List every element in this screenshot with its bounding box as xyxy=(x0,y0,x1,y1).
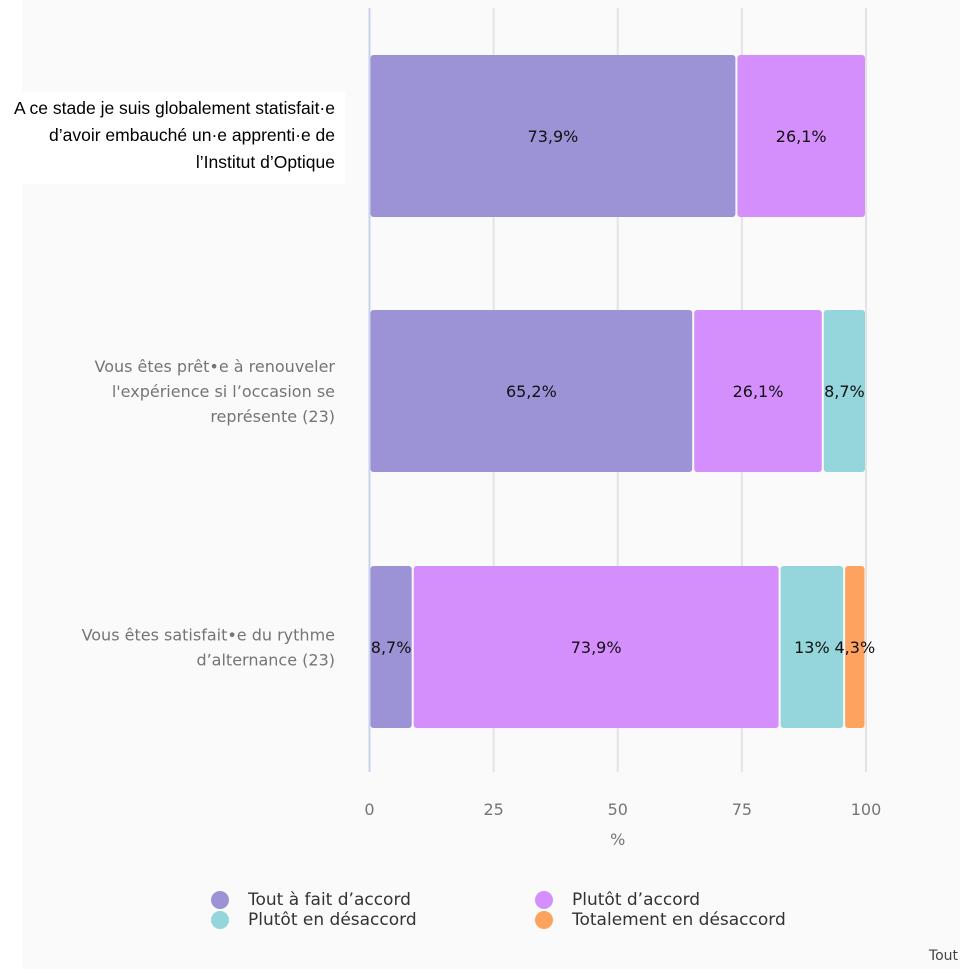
legend-item-plutot-desaccord: Plutôt en désaccord xyxy=(211,910,417,930)
legend-item-tout-a-fait: Tout à fait d’accord xyxy=(211,890,411,910)
x-tick-label: 25 xyxy=(483,800,503,819)
highlighted-category-label: A ce stade je suis globalement statisfai… xyxy=(8,92,345,184)
bar-segment xyxy=(780,566,844,728)
legend-item-plutot-accord: Plutôt d’accord xyxy=(535,890,700,910)
x-tick-label: 100 xyxy=(851,800,882,819)
data-label: 4,3% xyxy=(835,638,876,657)
bar-segment xyxy=(845,566,865,728)
bar-segment xyxy=(370,55,736,217)
legend: Tout à fait d’accord Plutôt d’accord Plu… xyxy=(0,890,960,940)
category-label: Vous êtes prêt•e à renouveler l'expérienc… xyxy=(94,357,335,426)
x-tick-label: 0 xyxy=(364,800,374,819)
x-tick-label: 75 xyxy=(732,800,752,819)
bar-segment xyxy=(370,310,693,472)
bar-segment xyxy=(694,310,822,472)
data-label: 8,7% xyxy=(824,382,865,401)
data-label: 13% xyxy=(794,638,830,657)
data-label: 26,1% xyxy=(776,127,827,146)
x-axis-title: % xyxy=(610,830,625,849)
legend-swatch xyxy=(211,891,229,909)
bar-segment xyxy=(413,566,779,728)
legend-swatch xyxy=(535,891,553,909)
bar-segment xyxy=(737,55,865,217)
footer-note: Tout xyxy=(928,948,958,964)
legend-swatch xyxy=(535,911,553,929)
data-label: 73,9% xyxy=(571,638,622,657)
data-label: 26,1% xyxy=(733,382,784,401)
bar-segment xyxy=(823,310,865,472)
bar-segment xyxy=(370,566,412,728)
legend-label: Plutôt d’accord xyxy=(572,890,701,910)
data-label: 65,2% xyxy=(506,382,557,401)
category-label: Vous êtes satisfait•e du rythme d’alterna… xyxy=(82,626,335,670)
data-label: 73,9% xyxy=(528,127,579,146)
legend-swatch xyxy=(211,911,229,929)
legend-item-totalement-desaccord: Totalement en désaccord xyxy=(535,910,786,930)
data-label: 8,7% xyxy=(371,638,412,657)
x-tick-label: 50 xyxy=(608,800,628,819)
legend-label: Tout à fait d’accord xyxy=(248,890,411,910)
legend-label: Plutôt en désaccord xyxy=(248,910,417,930)
legend-label: Totalement en désaccord xyxy=(572,910,786,930)
